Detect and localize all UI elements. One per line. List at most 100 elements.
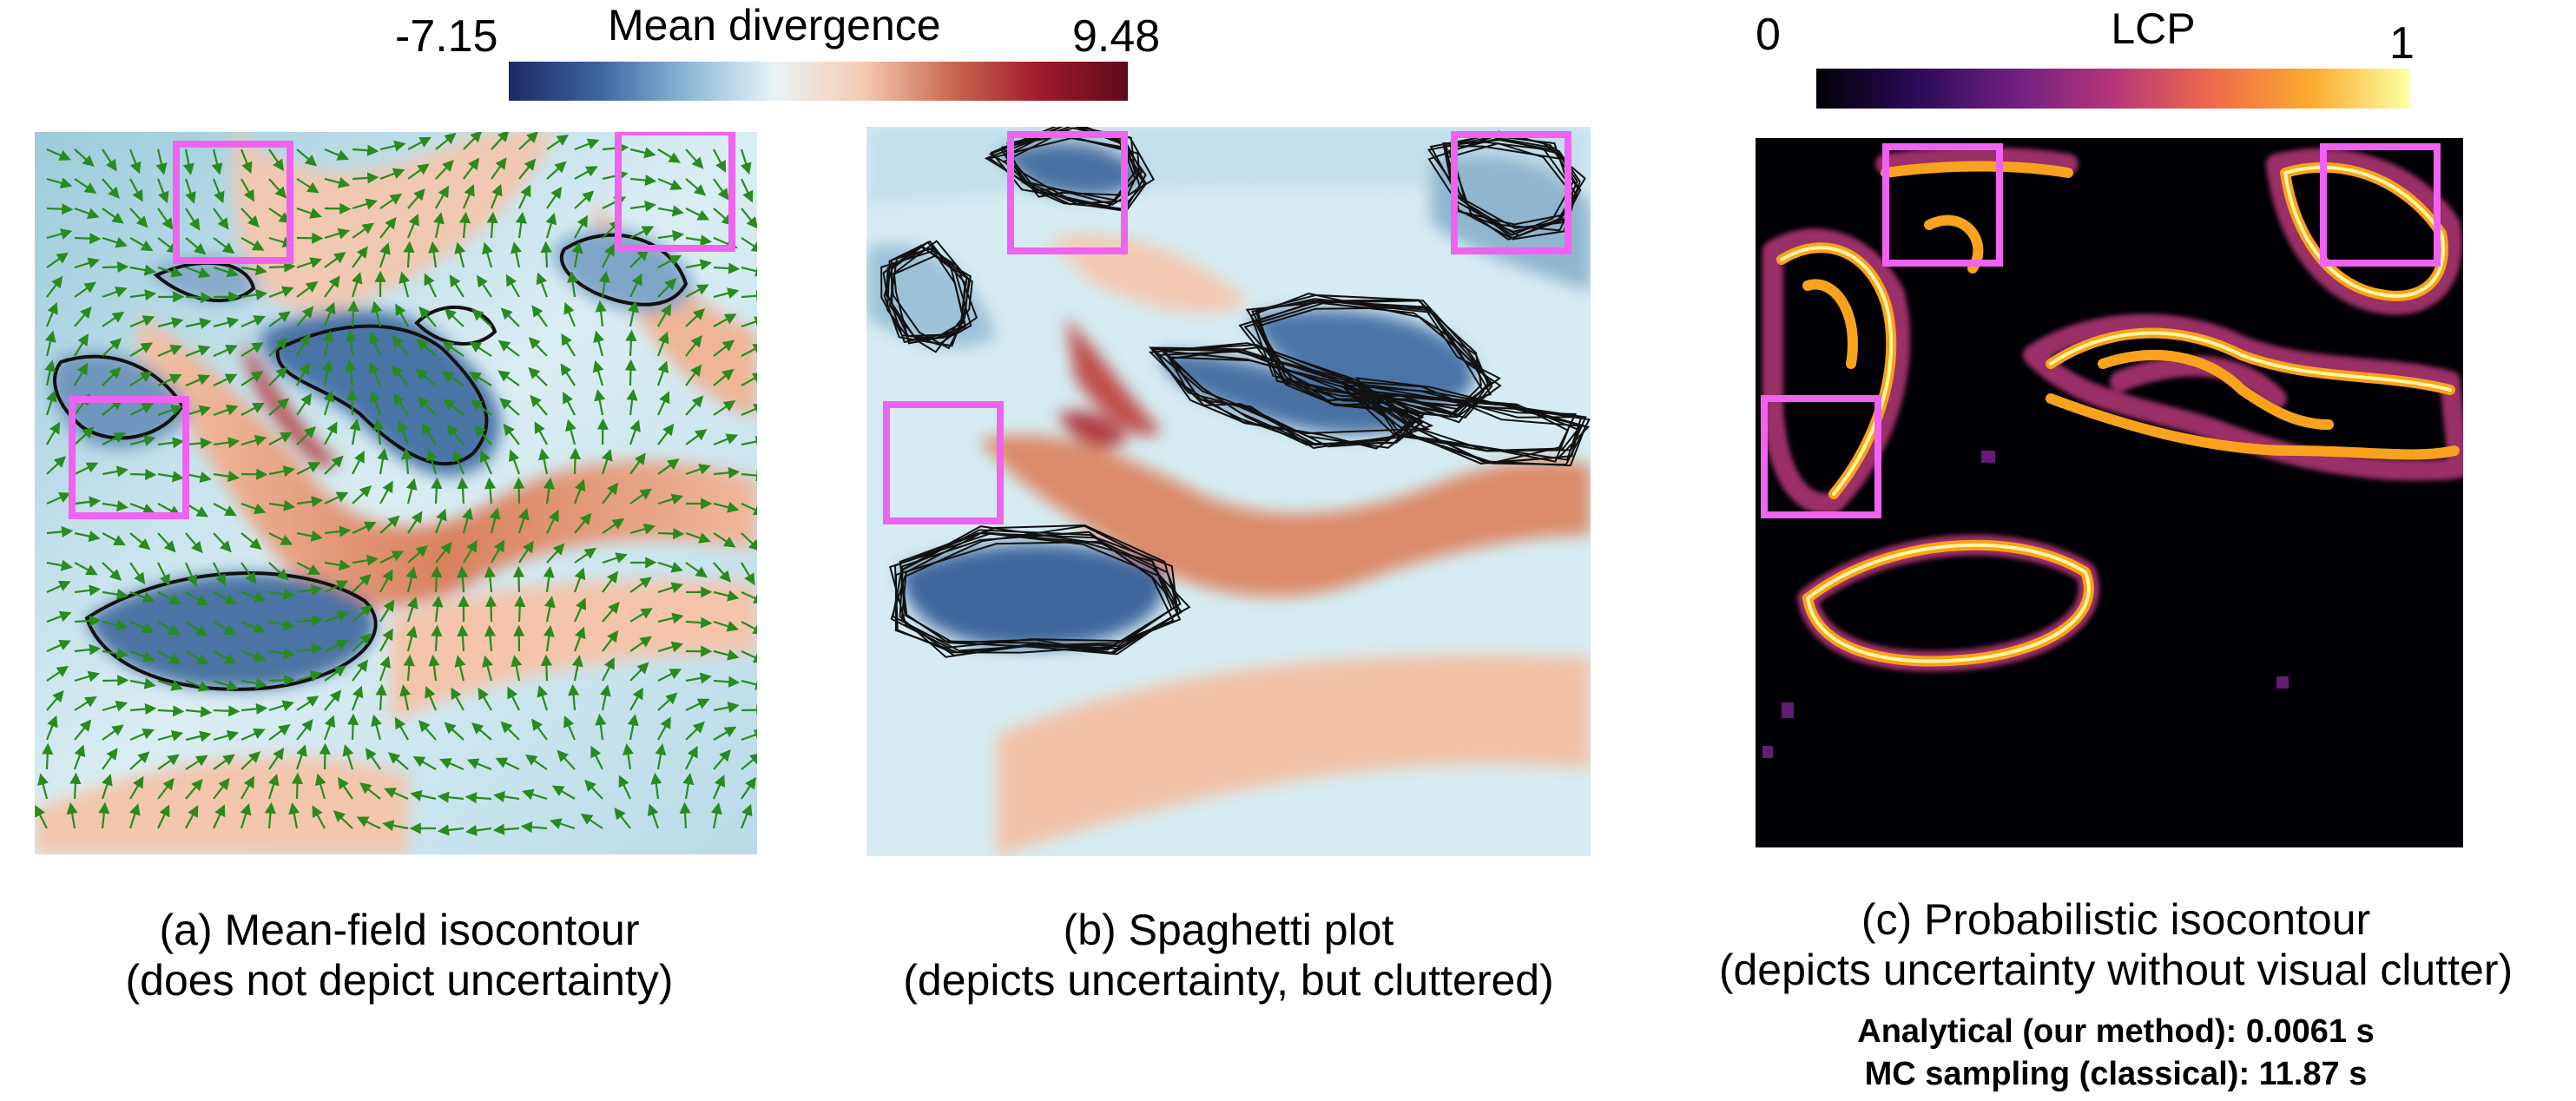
vector-arrow [74, 333, 89, 357]
vector-arrow [240, 208, 260, 228]
vector-arrow [74, 615, 102, 627]
vector-arrow [37, 773, 49, 800]
vector-arrow [528, 337, 548, 357]
vector-arrow [264, 801, 277, 829]
vector-arrow [713, 649, 740, 661]
vector-arrow [685, 745, 698, 770]
vector-arrow [418, 720, 437, 741]
vector-arrow [213, 562, 226, 587]
vector-arrow [647, 803, 660, 829]
vector-arrow [129, 775, 144, 800]
vector-arrow [400, 447, 413, 475]
vector-arrow [185, 437, 213, 450]
vector-arrow [657, 148, 682, 163]
vector-arrow [268, 337, 288, 357]
spaghetti-contour [1170, 346, 1434, 446]
vector-arrow [685, 208, 710, 221]
vector-arrow [296, 425, 316, 445]
vector-arrow [102, 724, 124, 741]
vector-arrow [129, 264, 156, 276]
vector-arrow [528, 366, 548, 386]
vector-arrow [129, 502, 155, 515]
vector-arrow [45, 390, 57, 416]
vector-arrow [268, 747, 285, 770]
vector-arrow [102, 748, 118, 770]
vector-arrow [463, 157, 480, 180]
vector-arrow [240, 775, 255, 800]
vector-arrow [685, 234, 713, 247]
vector-arrow [622, 742, 635, 770]
spaghetti-contour [1163, 344, 1431, 435]
vector-arrow [323, 389, 335, 416]
vector-arrow [405, 478, 418, 504]
vector-arrow [399, 684, 412, 711]
vector-arrow [629, 608, 653, 623]
vector-arrow [129, 315, 155, 328]
vector-arrow [185, 208, 201, 231]
vector-arrow [213, 621, 236, 636]
vector-arrow [657, 641, 684, 653]
vector-arrow [685, 259, 712, 271]
vector-arrow [268, 700, 294, 712]
vector-arrow [391, 365, 409, 386]
vector-arrow [349, 419, 361, 445]
vector-arrow [379, 599, 395, 623]
vector-arrow [710, 802, 722, 829]
vector-arrow [545, 212, 557, 239]
vector-arrow [415, 368, 437, 386]
vector-arrow [713, 178, 729, 201]
vector-arrow [492, 823, 520, 835]
vector-arrow [452, 449, 465, 475]
vector-arrow [213, 705, 240, 717]
vector-arrow [477, 274, 492, 298]
vector-arrow [157, 532, 176, 553]
vector-arrow [513, 477, 525, 504]
vector-arrow [441, 371, 464, 386]
vector-arrow [464, 824, 492, 836]
vector-arrow [46, 610, 72, 623]
vector-arrow [713, 501, 740, 513]
vector-arrow [379, 193, 403, 209]
spaghetti-contour [899, 532, 1179, 656]
vector-arrow [73, 744, 86, 770]
vector-arrow [571, 241, 583, 268]
vector-arrow [741, 343, 757, 357]
panel-b-highlight-box [1007, 131, 1128, 254]
vector-arrow [185, 471, 212, 483]
vector-arrow [741, 237, 757, 253]
vector-arrow [268, 723, 291, 741]
vector-arrow [102, 562, 122, 581]
vector-arrow [268, 588, 296, 600]
vector-arrow [580, 814, 603, 829]
vector-arrow [102, 675, 129, 687]
vector-arrow [685, 335, 702, 357]
vector-arrow [657, 669, 682, 682]
vector-arrow [428, 241, 440, 268]
vector-arrow [657, 205, 684, 217]
vector-arrow [157, 405, 183, 417]
vector-arrow [46, 275, 63, 298]
vector-arrow [185, 679, 211, 692]
panel-c-lcp-plot [1756, 138, 2463, 847]
vector-arrow [602, 518, 625, 534]
vector-arrow [296, 496, 324, 508]
vector-arrow [268, 562, 289, 581]
vector-arrow [657, 177, 682, 190]
vector-arrow [102, 178, 120, 200]
vector-arrow [478, 687, 492, 711]
vector-arrow [463, 132, 483, 150]
panel-b-caption-line1: (b) Spaghetti plot [1063, 906, 1394, 954]
vector-arrow [655, 743, 667, 770]
vector-arrow [268, 674, 296, 686]
vector-arrow [602, 656, 615, 682]
vector-arrow [741, 590, 757, 604]
vector-arrow [682, 773, 695, 800]
vector-arrow [240, 434, 267, 446]
vector-arrow [213, 591, 237, 605]
vector-arrow [35, 804, 48, 829]
vector-arrow [184, 562, 198, 587]
vector-arrow [568, 683, 580, 711]
vector-arrow [618, 775, 631, 800]
vector-arrow [741, 265, 757, 277]
vector-arrow [431, 624, 443, 652]
